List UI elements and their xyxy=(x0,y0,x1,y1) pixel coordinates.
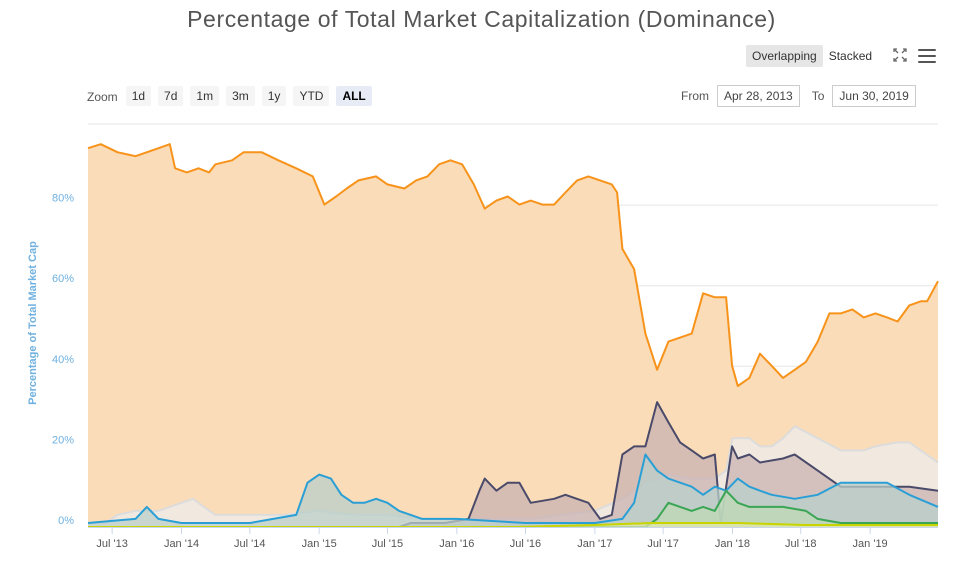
x-tick-label: Jul '13 xyxy=(96,538,127,550)
x-tick-label: Jul '18 xyxy=(785,538,816,550)
zoom-1m-button[interactable]: 1m xyxy=(190,86,220,106)
zoom-all-button[interactable]: ALL xyxy=(336,86,372,106)
hamburger-menu-icon[interactable] xyxy=(918,49,936,63)
series-line xyxy=(88,401,939,528)
x-tick-label: Jan '19 xyxy=(853,538,888,550)
y-axis-label: Percentage of Total Market Cap xyxy=(27,241,39,405)
from-label: From xyxy=(681,89,709,103)
y-tick-label: 20% xyxy=(52,434,74,446)
chart-title: Percentage of Total Market Capitalizatio… xyxy=(187,6,776,32)
x-tick-label: Jul '17 xyxy=(647,538,678,550)
y-tick-label: 80% xyxy=(52,193,74,205)
zoom-1d-button[interactable]: 1d xyxy=(125,86,152,106)
axis-layer: 0% 20% 40% 60% 80% Jul '13 Jan '14 Jul '14 Jan '… xyxy=(52,193,938,550)
series-line xyxy=(88,489,938,528)
x-tick-label: Jan '16 xyxy=(439,538,474,550)
to-label: To xyxy=(811,89,825,103)
zoom-label: Zoom xyxy=(87,90,118,104)
from-date-input[interactable]: Apr 28, 2013 xyxy=(717,85,800,107)
to-date-input[interactable]: Jun 30, 2019 xyxy=(832,85,916,107)
overlapping-button[interactable]: Overlapping xyxy=(746,45,823,67)
x-tick-label: Jan '18 xyxy=(715,538,750,550)
chart-mode-toggle: Overlapping Stacked xyxy=(746,45,878,67)
series-line xyxy=(88,522,938,528)
x-tick-label: Jan '15 xyxy=(302,538,337,550)
y-tick-label: 40% xyxy=(52,354,74,366)
x-tick-label: Jul '16 xyxy=(510,538,541,550)
zoom-ytd-button[interactable]: YTD xyxy=(293,86,330,106)
zoom-3m-button[interactable]: 3m xyxy=(226,86,255,106)
date-range: From Apr 28, 2013 To Jun 30, 2019 xyxy=(681,85,916,107)
series-area xyxy=(88,490,938,527)
series-line xyxy=(87,143,939,387)
zoom-1y-button[interactable]: 1y xyxy=(261,86,287,106)
series-layer xyxy=(87,143,939,528)
fullscreen-icon[interactable] xyxy=(893,48,907,62)
y-tick-label: 0% xyxy=(58,515,74,527)
zoom-7d-button[interactable]: 7d xyxy=(158,86,184,106)
series-line xyxy=(87,453,939,524)
x-tick-label: Jul '14 xyxy=(234,538,265,550)
y-tick-label: 60% xyxy=(52,273,74,285)
x-tick-label: Jan '14 xyxy=(164,538,199,550)
x-tick-label: Jan '17 xyxy=(577,538,612,550)
zoom-bar: Zoom 1d 7d 1m 3m 1y YTD ALL xyxy=(87,86,379,106)
stacked-button[interactable]: Stacked xyxy=(828,49,873,63)
x-tick-label: Jul '15 xyxy=(372,538,403,550)
series-area xyxy=(88,144,938,527)
